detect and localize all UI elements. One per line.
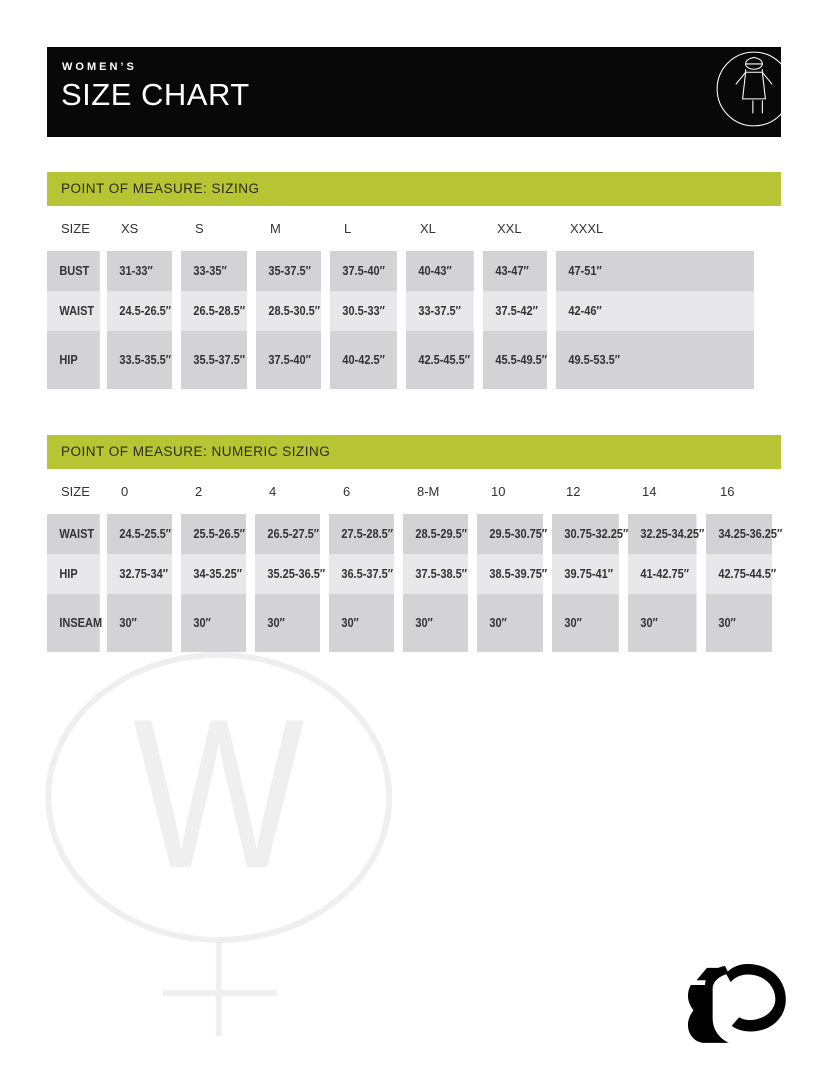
svg-text:W: W — [133, 674, 305, 912]
